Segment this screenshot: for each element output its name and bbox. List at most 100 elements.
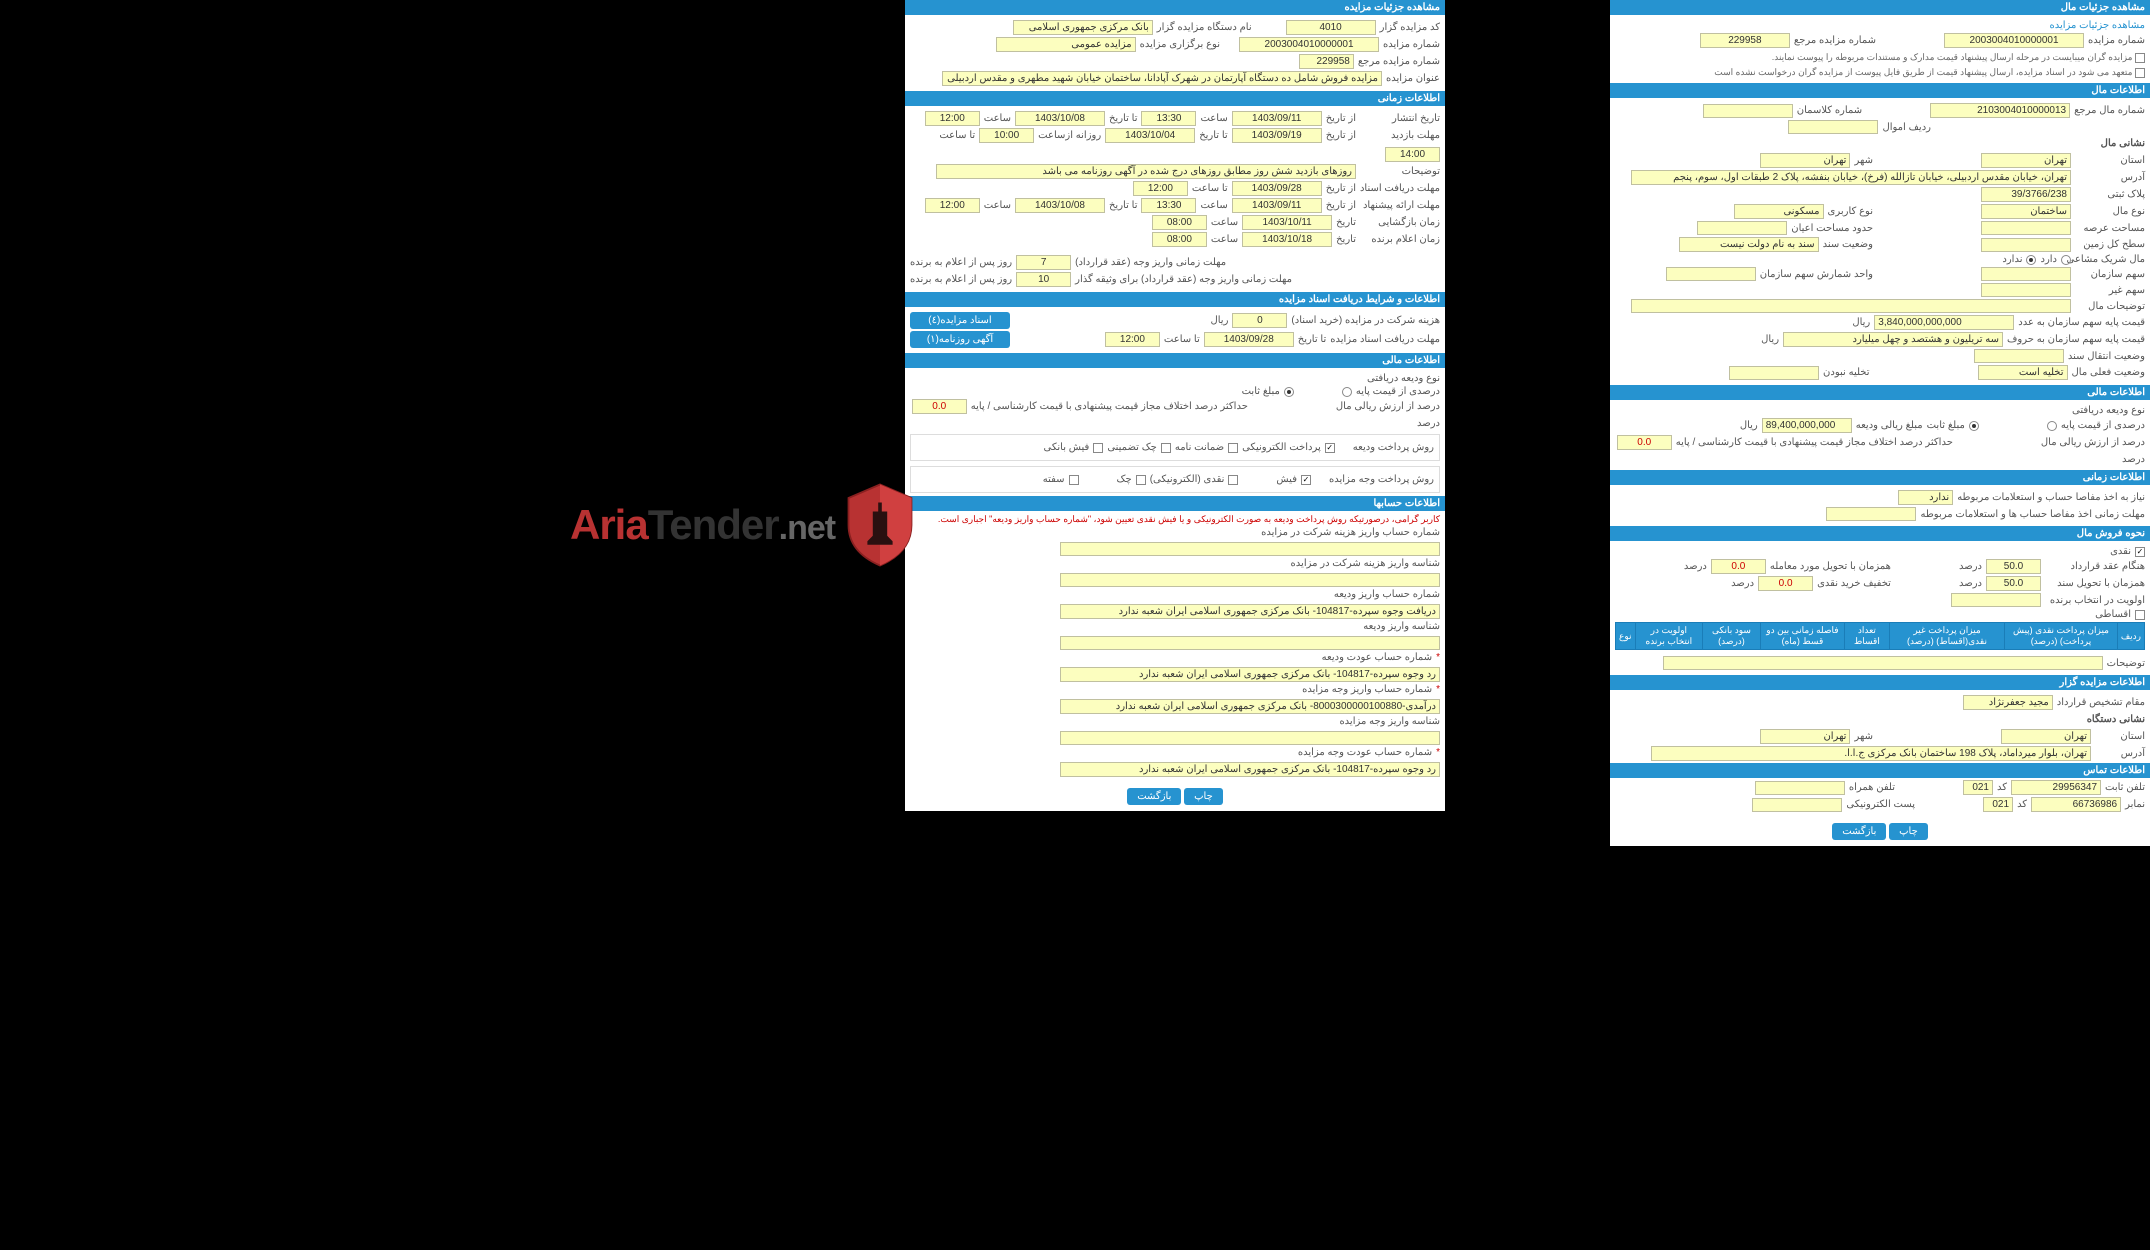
fld-orgcity: تهران [1760, 729, 1850, 744]
chk-check[interactable] [1136, 475, 1146, 485]
lbl-from2: از تاریخ [1326, 130, 1356, 141]
btn-news[interactable]: آگهی روزنامه(١) [910, 331, 1010, 348]
lbl-open: زمان بازگشایی [1360, 217, 1440, 228]
fld-amval [1788, 120, 1878, 134]
lbl-acc3: شماره حساب واریز ودیعه [1290, 589, 1440, 600]
chk-safte[interactable] [1069, 475, 1079, 485]
fld-basenum: 3,840,000,000,000 [1874, 315, 2014, 330]
lbl-prov: استان [2075, 155, 2145, 166]
star8: * [1436, 747, 1440, 758]
hdr-time: اطلاعات زمانی [905, 91, 1445, 106]
lbl-orgcity: شهر [1854, 731, 1873, 742]
lbl-acc4: شناسه واریز ودیعه [1290, 621, 1440, 632]
fld-code: 4010 [1286, 20, 1376, 35]
lbl-docdead: مهلت دریافت اسناد [1360, 183, 1440, 194]
fld-phone: 29956347 [2011, 780, 2101, 795]
fld-offer-to: 1403/10/08 [1015, 198, 1105, 213]
lbl-orgaddr: آدرس [2095, 748, 2145, 759]
fld-offer-toh: 12:00 [925, 198, 980, 213]
chk-guar[interactable] [1228, 443, 1238, 453]
chk-epay[interactable] [1325, 443, 1335, 453]
lbl-amval: ردیف اموال [1882, 122, 1931, 133]
lbl-acc5: شماره حساب عودت ودیعه [1287, 652, 1432, 663]
chk-ecash[interactable] [1228, 475, 1238, 485]
lbl-paysuffix: روز پس از اعلام به برنده [910, 257, 1012, 268]
lbl-deptype-l: نوع ودیعه دریافتی [2072, 405, 2145, 416]
chk-cash[interactable] [1301, 475, 1311, 485]
hdr-info: اطلاعات مال [1610, 83, 2150, 98]
fld-plak: 39/3766/238 [1981, 187, 2071, 202]
chk-installment[interactable] [2135, 610, 2145, 620]
radio-yes[interactable] [2061, 255, 2071, 265]
fld-org: بانک مرکزی جمهوری اسلامی [1013, 20, 1153, 35]
radio-fixed[interactable] [1284, 387, 1294, 397]
chk-cash-l[interactable] [2135, 547, 2145, 557]
fld-ref: 229958 [1299, 54, 1354, 69]
lbl-opendate: تاریخ [1336, 217, 1356, 228]
lbl-maltype: نوع مال [2075, 206, 2145, 217]
lbl-inqneed: نیاز به اخذ مفاصا حساب و استعلامات مربوط… [1957, 492, 2145, 503]
lbl-desc: توضیحات مال [2075, 301, 2145, 312]
fld-addr: تهران، خیابان مقدس اردبیلی، خیابان تازال… [1631, 170, 2071, 185]
fld-inqtime [1826, 507, 1916, 521]
lbl-cashdisc: تخفیف خرید نقدی [1817, 578, 1891, 589]
note2: متعهد می شود در اسناد مزایده، ارسال پیشن… [1615, 65, 2145, 80]
hdr-time-l: اطلاعات زمانی [1610, 470, 2150, 485]
fld-offer-fromh: 13:30 [1141, 198, 1196, 213]
fld-acc5: رد وجوه سپرده-104817- بانک مرکزی جمهوری … [1060, 667, 1440, 682]
lbl-pct: درصد [1417, 418, 1440, 429]
fld-transfer [1974, 349, 2064, 363]
lbl-acc7: شناسه واریز وجه مزایده [1290, 716, 1440, 727]
sub-addr: نشانی مال [1615, 136, 2145, 151]
fld-code: 021 [1963, 780, 1993, 795]
lbl-baseword: قیمت پایه سهم سازمان به حروف [2007, 334, 2145, 345]
link-auction[interactable]: مشاهده جزئیات مزایده [2049, 20, 2145, 31]
lbl-shared: مال شریک مشاعی [2075, 254, 2145, 265]
fld-orgaddr: تهران، بلوار میرداماد، پلاک 198 ساختمان … [1651, 746, 2091, 761]
lbl-to: تا تاریخ [1109, 113, 1138, 124]
fld-open-date: 1403/10/11 [1242, 215, 1332, 230]
btn-back-l[interactable]: بازگشت [1832, 823, 1886, 840]
radio-fixed-l[interactable] [1969, 421, 1979, 431]
fld-paydays: 7 [1016, 255, 1071, 270]
fld-open-h: 08:00 [1152, 215, 1207, 230]
fld-authority: مجید جعفرنژاد [1963, 695, 2053, 710]
lbl-num: شماره مزایده [1383, 39, 1440, 50]
lbl-hour2: ساعت [984, 113, 1011, 124]
chk-slip[interactable] [1093, 443, 1103, 453]
fld-acc3: دریافت وجوه سپرده-104817- بانک مرکزی جمه… [1060, 604, 1440, 619]
lbl-basenum: قیمت پایه سهم سازمان به عدد [2018, 317, 2145, 328]
chk-chkguar[interactable] [1161, 443, 1171, 453]
fld-visit-toh: 14:00 [1385, 147, 1440, 162]
lbl-orgprov: استان [2095, 731, 2145, 742]
radio-pct-l[interactable] [2047, 421, 2057, 431]
fld-acc4 [1060, 636, 1440, 650]
radio-no[interactable] [2026, 255, 2036, 265]
lbl-plak: پلاک ثبتی [2075, 189, 2145, 200]
lbl-pctbase: درصدی از قیمت پایه [1356, 386, 1440, 397]
hdr-auction-details: مشاهده جزئیات مزایده [905, 0, 1445, 15]
fld-acc7 [1060, 731, 1440, 745]
lbl-fixed-r: مبلغ ثابت [1242, 386, 1280, 397]
watermark-text: AriaTender.net [570, 501, 835, 549]
lbl-deliver: همزمان با تحویل مورد معامله [1770, 561, 1891, 572]
installment-table: ردیف میزان پرداخت نقدی (پیش پرداخت) (درص… [1615, 622, 2145, 650]
fld-desc [1631, 299, 2071, 313]
lbl-code: کد مزایده گزار [1380, 22, 1440, 33]
lbl-acc2: شناسه واریز هزینه شرکت در مزایده [1290, 558, 1440, 569]
btn-docs[interactable]: اسناد مزایده(٤) [910, 312, 1010, 329]
radio-pctbase[interactable] [1342, 387, 1352, 397]
fld-visit-fromh: 10:00 [979, 128, 1034, 143]
fld-acc6: درآمدی-8000300000100880- بانک مرکزی جمهو… [1060, 699, 1440, 714]
property-details-panel: مشاهده جزئیات مال مشاهده جزئیات مزایده ش… [1610, 0, 2150, 846]
lbl-ref-l: شماره مزایده مرجع [1794, 35, 1876, 46]
lbl-arsa: مساحت عرصه [2075, 223, 2145, 234]
btn-print-l[interactable]: چاپ [1889, 823, 1928, 840]
btn-print-r[interactable]: چاپ [1184, 788, 1223, 805]
fld-class [1703, 104, 1793, 118]
btn-back-r[interactable]: بازگشت [1127, 788, 1181, 805]
fld-faxcode: 021 [1983, 797, 2013, 812]
hdr-accounts: اطلاعات حسابها [905, 496, 1445, 511]
lbl-sahmgheir: سهم غیر [2075, 285, 2145, 296]
fld-cashdisc: 0.0 [1758, 576, 1813, 591]
